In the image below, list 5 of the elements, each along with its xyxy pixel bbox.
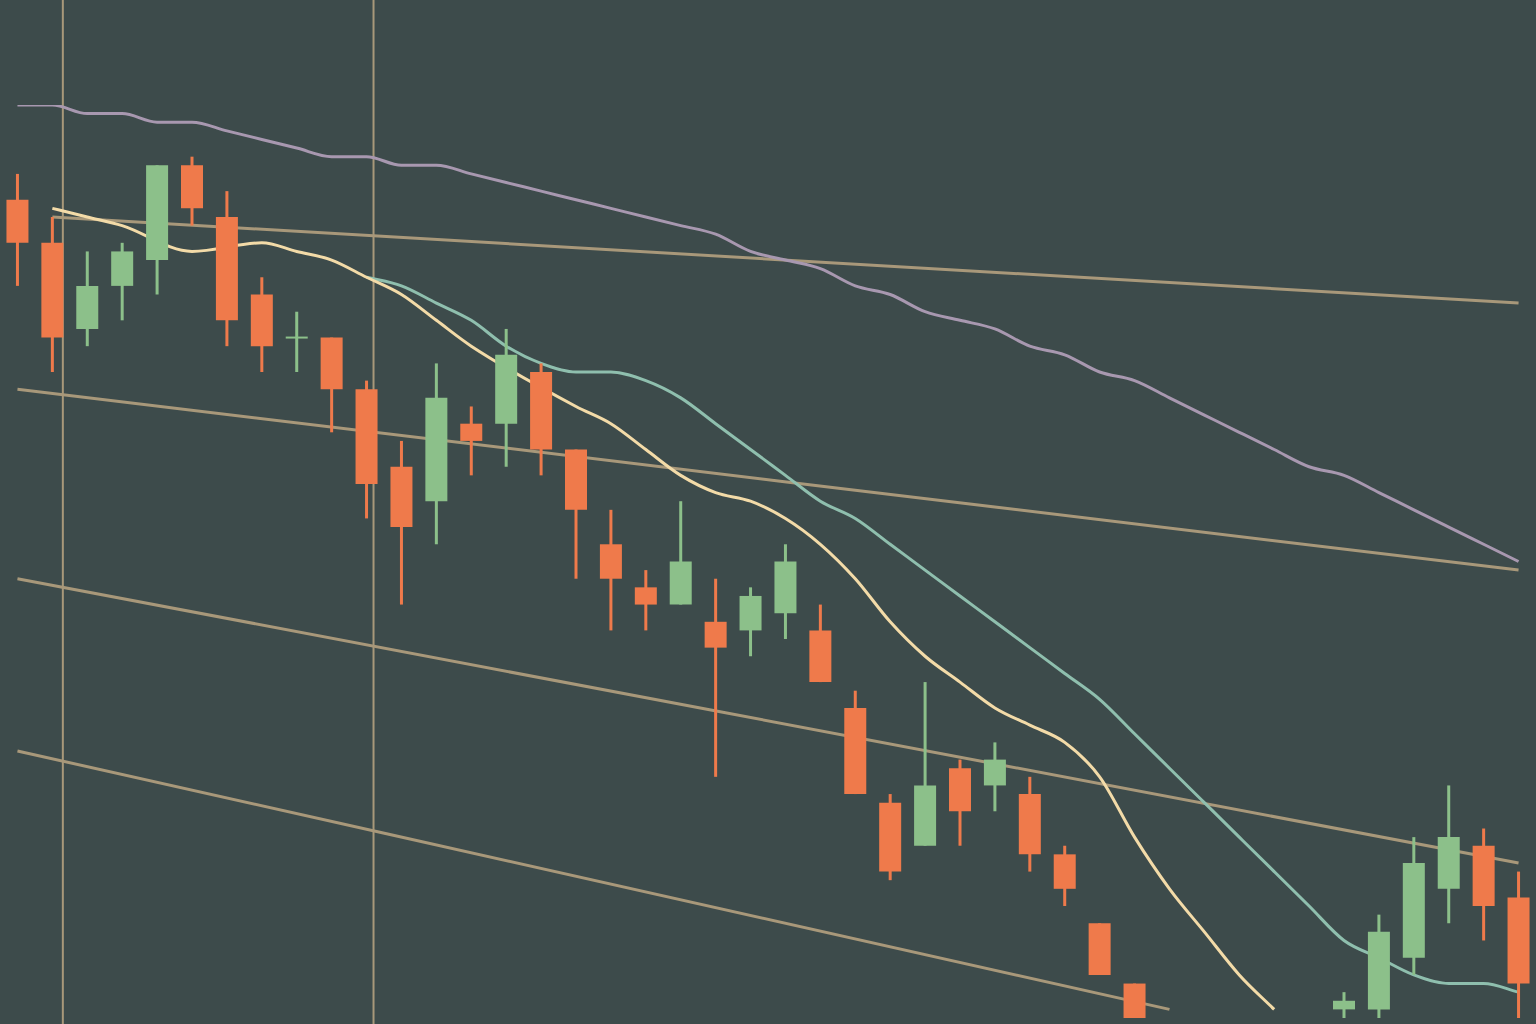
candlestick: [285, 311, 308, 373]
candlestick: [1333, 992, 1355, 1018]
candlestick: [704, 578, 727, 777]
candlestick: [634, 570, 657, 631]
candlestick: [460, 406, 483, 476]
